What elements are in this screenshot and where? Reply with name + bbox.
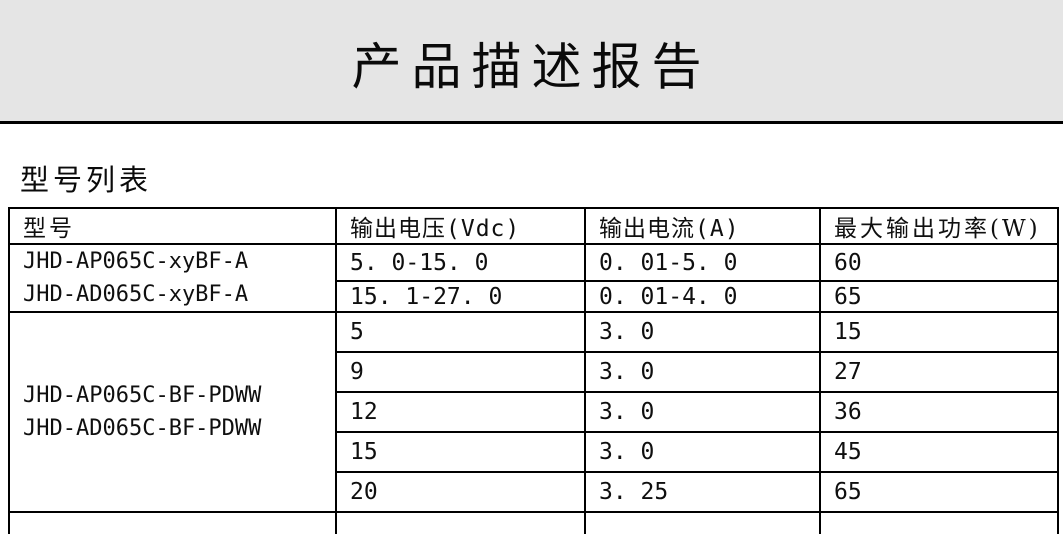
power-cell: 36: [819, 391, 1059, 433]
model-name: JHD-AP065C-BF-PDWW: [23, 383, 262, 408]
voltage-cell: 15. 1-27. 0: [335, 280, 586, 313]
power-cell: 65: [819, 280, 1059, 313]
voltage-cell: 5: [335, 311, 586, 353]
model-group-cell: JHD-AP065C-BF-PDWW JHD-AD065C-BF-PDWW: [8, 311, 337, 513]
current-cell: 3. 0: [584, 391, 821, 433]
model-spec-table: 型号 输出电压(Vdc) 输出电流(A) 最大输出功率(W) JHD-AP065…: [8, 207, 1059, 534]
voltage-cell: 20: [335, 471, 586, 513]
current-cell: 3. 0: [584, 311, 821, 353]
col-header-model: 型号: [8, 207, 337, 245]
voltage-cell: 9: [335, 351, 586, 393]
power-cell: 27: [819, 351, 1059, 393]
model-name: JHD-AD065C-xyBF-A: [23, 282, 249, 307]
table-row: 15. 1-27. 0 0. 01-4. 0 65: [9, 280, 1059, 313]
voltage-cell: 15: [335, 431, 586, 473]
current-cell: 3. 25: [584, 471, 821, 513]
power-cell: 45: [819, 431, 1059, 473]
table-row: 9 3. 0 27: [9, 351, 1059, 393]
model-group-cell: JHD-AP065C-xyBF-A JHD-AD065C-xyBF-A: [8, 243, 337, 313]
header-divider: [0, 121, 1063, 124]
table-row: 20 3. 25 65: [9, 471, 1059, 513]
col-header-current: 输出电流(A): [584, 207, 821, 245]
model-group-cell: [8, 511, 337, 534]
table-row-partial: [8, 511, 1059, 534]
model-name: JHD-AD065C-BF-PDWW: [23, 416, 262, 441]
current-cell: 0. 01-5. 0: [584, 243, 821, 282]
table-row: 15 3. 0 45: [9, 431, 1059, 473]
current-cell: 3. 0: [584, 431, 821, 473]
power-cell: 60: [819, 243, 1059, 282]
table-row: 12 3. 0 36: [9, 391, 1059, 433]
power-cell: 15: [819, 311, 1059, 353]
power-cell: 65: [819, 471, 1059, 513]
current-cell: [584, 511, 821, 534]
col-header-voltage: 输出电压(Vdc): [335, 207, 586, 245]
document-body: 型号列表 型号 输出电压(Vdc) 输出电流(A) 最大输出功率(W) JHD-…: [0, 157, 1063, 534]
model-name: JHD-AP065C-xyBF-A: [23, 249, 249, 274]
voltage-cell: [335, 511, 586, 534]
table-row: JHD-AP065C-xyBF-A JHD-AD065C-xyBF-A 5. 0…: [8, 243, 1059, 313]
title-band: 产品描述报告: [0, 0, 1063, 121]
page-title: 产品描述报告: [351, 37, 712, 96]
voltage-cell: 5. 0-15. 0: [335, 243, 586, 282]
power-cell: [819, 511, 1059, 534]
section-heading: 型号列表: [20, 163, 153, 197]
table-header-row: 型号 输出电压(Vdc) 输出电流(A) 最大输出功率(W): [8, 207, 1059, 245]
voltage-cell: 12: [335, 391, 586, 433]
table-row: JHD-AP065C-BF-PDWW JHD-AD065C-BF-PDWW 5 …: [8, 311, 1059, 513]
current-cell: 0. 01-4. 0: [584, 280, 821, 313]
col-header-power: 最大输出功率(W): [819, 207, 1059, 245]
current-cell: 3. 0: [584, 351, 821, 393]
